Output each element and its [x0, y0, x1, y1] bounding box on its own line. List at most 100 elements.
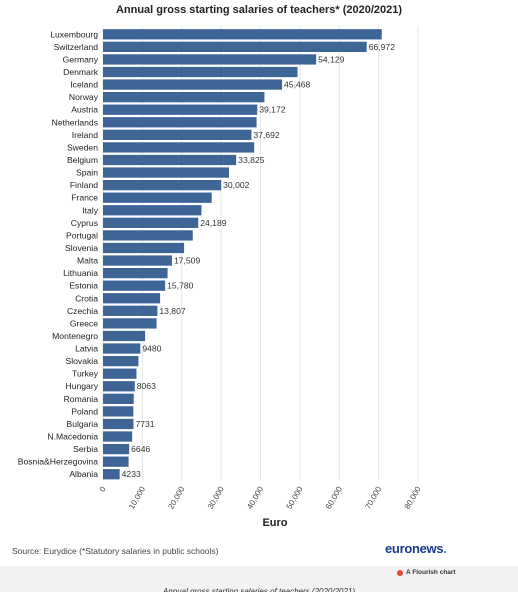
- source-note: Source: Eurydice (*Statutory salaries in…: [12, 546, 219, 556]
- bar[interactable]: [103, 355, 139, 367]
- value-label: 8063: [137, 381, 156, 391]
- category-label: Finland: [70, 180, 98, 190]
- category-label: Germany: [63, 54, 99, 64]
- euronews-logo[interactable]: euronews.: [385, 541, 447, 556]
- category-label: Czechia: [67, 306, 98, 316]
- x-tick-labels: 0 10,000 20,000 30,000 40,000 50,000 60,000 70,…: [98, 485, 423, 511]
- value-label: 66,972: [369, 42, 396, 52]
- bar[interactable]: [103, 167, 229, 178]
- bar[interactable]: [103, 142, 255, 153]
- category-labels: Luxembourg Switzerland Germany Denmark Icela…: [18, 29, 99, 479]
- category-label: Bulgaria: [66, 419, 98, 429]
- bar[interactable]: [103, 242, 185, 254]
- bar[interactable]: [103, 330, 146, 342]
- bar[interactable]: [103, 54, 317, 65]
- flourish-credit[interactable]: A Flourish chart: [397, 569, 456, 576]
- bar[interactable]: [103, 305, 158, 316]
- category-label: Serbia: [73, 444, 98, 454]
- bar[interactable]: [103, 217, 199, 228]
- bar[interactable]: [103, 117, 257, 128]
- brand-dot: .: [443, 541, 447, 556]
- category-label: Ireland: [72, 130, 98, 140]
- category-label: Italy: [82, 205, 98, 215]
- footer-band: [0, 566, 518, 592]
- category-label: Sweden: [67, 142, 98, 152]
- category-label: Austria: [71, 105, 98, 115]
- bar[interactable]: [103, 393, 134, 404]
- bar[interactable]: [103, 431, 133, 442]
- value-label: 24,189: [200, 218, 227, 228]
- category-label: Switzerland: [54, 42, 99, 52]
- bar[interactable]: [103, 456, 129, 467]
- value-label: 9480: [142, 344, 161, 354]
- category-label: France: [71, 193, 98, 203]
- bar[interactable]: [103, 318, 157, 329]
- x-tick-label: 20,000: [166, 485, 186, 511]
- value-label: 4233: [122, 469, 141, 479]
- value-label: 30,002: [223, 180, 250, 190]
- bar[interactable]: [103, 205, 202, 216]
- value-labels: 66,972 54,129 45,468 39,172 37,692 33,825 30,0…: [122, 42, 396, 479]
- category-label: N.Macedonia: [47, 432, 98, 442]
- category-label: Albania: [69, 469, 98, 479]
- bar[interactable]: [103, 267, 168, 279]
- bar[interactable]: [103, 179, 222, 191]
- category-label: Turkey: [72, 369, 99, 379]
- bar[interactable]: [103, 104, 258, 115]
- cutoff-title: Annual gross starting salaries of teache…: [162, 587, 356, 592]
- category-label: Greece: [70, 318, 98, 328]
- x-tick-label: 60,000: [324, 485, 344, 511]
- bar[interactable]: [103, 406, 134, 417]
- x-tick-label: 80,000: [403, 485, 423, 511]
- bar[interactable]: [103, 41, 367, 53]
- category-label: Norway: [69, 92, 99, 102]
- value-label: 54,129: [318, 54, 345, 64]
- category-label: Belgium: [67, 155, 98, 165]
- bar[interactable]: [103, 66, 298, 78]
- category-label: Slovakia: [66, 356, 99, 366]
- x-tick-label: 50,000: [285, 485, 305, 511]
- category-label: Denmark: [63, 67, 99, 77]
- bar[interactable]: [103, 230, 193, 241]
- category-label: Estonia: [69, 281, 98, 291]
- bar-chart: Luxembourg Switzerland Germany Denmark Icela…: [18, 26, 423, 529]
- x-tick-label: 70,000: [363, 485, 383, 511]
- value-label: 39,172: [259, 105, 286, 115]
- category-label: Poland: [71, 406, 98, 416]
- bar[interactable]: [103, 192, 212, 203]
- bar[interactable]: [103, 29, 382, 40]
- category-label: Lithuania: [63, 268, 98, 278]
- bar[interactable]: [103, 79, 283, 90]
- bar[interactable]: [103, 418, 134, 430]
- category-label: Latvia: [75, 344, 98, 354]
- bar[interactable]: [103, 280, 166, 291]
- bar[interactable]: [103, 154, 237, 166]
- bar[interactable]: [103, 443, 130, 455]
- bar[interactable]: [103, 343, 141, 354]
- bars: [103, 29, 382, 480]
- value-label: 13,807: [159, 306, 186, 316]
- flourish-logo-icon: [397, 569, 403, 576]
- value-label: 37,692: [253, 130, 280, 140]
- category-label: Romania: [64, 394, 99, 404]
- bar[interactable]: [103, 368, 137, 379]
- category-label: Portugal: [66, 230, 98, 240]
- value-label: 6646: [131, 444, 150, 454]
- brand-name: euronews: [385, 541, 444, 556]
- value-label: 17,509: [174, 256, 201, 266]
- x-axis-label: Euro: [262, 517, 287, 529]
- bar[interactable]: [103, 129, 252, 140]
- category-label: Montenegro: [52, 331, 98, 341]
- value-label: 7731: [135, 419, 154, 429]
- bar[interactable]: [103, 91, 265, 103]
- bar[interactable]: [103, 381, 135, 392]
- category-label: Spain: [76, 168, 98, 178]
- bar[interactable]: [103, 469, 120, 480]
- flourish-credit-label: A Flourish chart: [406, 569, 456, 576]
- category-label: Cyprus: [71, 218, 98, 228]
- category-label: Netherlands: [52, 117, 98, 127]
- bar[interactable]: [103, 293, 161, 304]
- bar[interactable]: [103, 255, 172, 266]
- category-label: Crotia: [75, 293, 98, 303]
- value-label: 15,780: [167, 281, 194, 291]
